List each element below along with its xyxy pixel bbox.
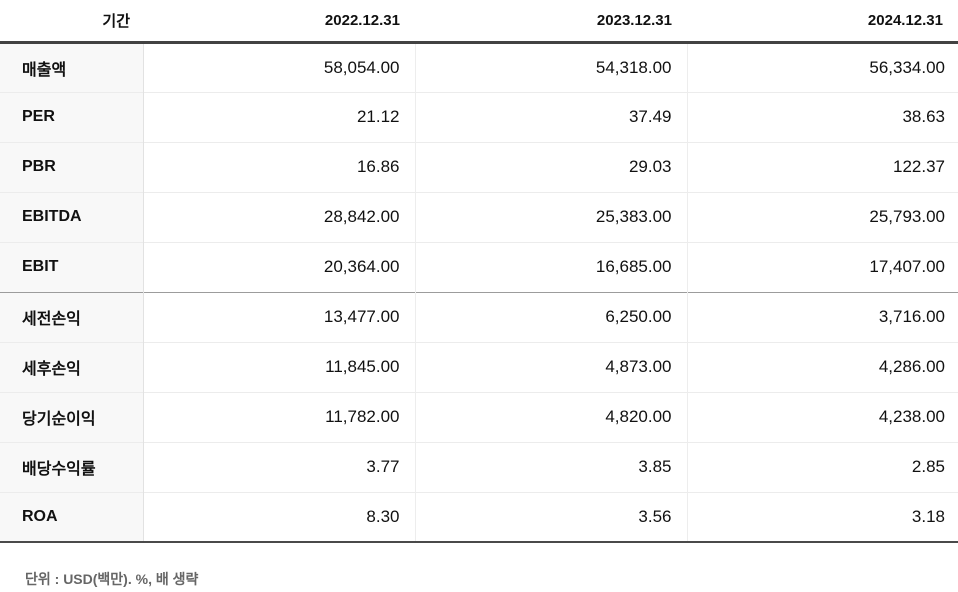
value-cell: 3,716.00 [687,292,958,342]
row-label: EBIT [0,242,144,292]
value-cell: 6,250.00 [415,292,688,342]
table-row-pbr: PBR 16.86 29.03 122.37 [0,142,958,192]
row-label: PBR [0,142,144,192]
row-label: EBITDA [0,192,144,242]
row-label: 세후손익 [0,342,144,392]
value-cell: 54,318.00 [415,42,688,92]
value-cell: 29.03 [415,142,688,192]
value-cell: 4,820.00 [415,392,688,442]
table-row-dividend-yield: 배당수익률 3.77 3.85 2.85 [0,442,958,492]
value-cell: 122.37 [687,142,958,192]
value-cell: 13,477.00 [143,292,416,342]
row-label: 매출액 [0,42,144,92]
value-cell: 4,238.00 [687,392,958,442]
value-cell: 16,685.00 [415,242,688,292]
table-row-revenue: 매출액 58,054.00 54,318.00 56,334.00 [0,42,958,92]
value-cell: 3.85 [415,442,688,492]
row-label: ROA [0,492,144,542]
value-cell: 28,842.00 [143,192,416,242]
header-row: 기간 2022.12.31 2023.12.31 2024.12.31 [0,0,958,44]
value-cell: 3.77 [143,442,416,492]
value-cell: 21.12 [143,92,416,142]
table-row-net-income: 당기순이익 11,782.00 4,820.00 4,238.00 [0,392,958,442]
value-cell: 11,782.00 [143,392,416,442]
value-cell: 56,334.00 [687,42,958,92]
table-row-ebit: EBIT 20,364.00 16,685.00 17,407.00 [0,242,958,292]
value-cell: 2.85 [687,442,958,492]
table-row-pretax-income: 세전손익 13,477.00 6,250.00 3,716.00 [0,292,958,342]
table-row-per: PER 21.12 37.49 38.63 [0,92,958,142]
value-cell: 3.56 [415,492,688,542]
header-date-2024: 2024.12.31 [687,0,958,44]
value-cell: 8.30 [143,492,416,542]
row-label: 배당수익률 [0,442,144,492]
value-cell: 17,407.00 [687,242,958,292]
value-cell: 38.63 [687,92,958,142]
value-cell: 4,286.00 [687,342,958,392]
row-label: PER [0,92,144,142]
table-body: 매출액 58,054.00 54,318.00 56,334.00 PER 21… [0,42,958,542]
table-header: 기간 2022.12.31 2023.12.31 2024.12.31 [0,0,958,44]
value-cell: 20,364.00 [143,242,416,292]
value-cell: 4,873.00 [415,342,688,392]
value-cell: 11,845.00 [143,342,416,392]
row-label: 당기순이익 [0,392,144,442]
header-period-label: 기간 [0,0,143,44]
value-cell: 37.49 [415,92,688,142]
unit-footnote: 단위 : USD(백만). %, 배 생략 [25,571,199,587]
table-row-roa: ROA 8.30 3.56 3.18 [0,492,958,542]
value-cell: 3.18 [687,492,958,542]
header-date-2023: 2023.12.31 [415,0,687,44]
value-cell: 25,383.00 [415,192,688,242]
header-date-2022: 2022.12.31 [143,0,415,44]
value-cell: 16.86 [143,142,416,192]
row-label: 세전손익 [0,292,144,342]
value-cell: 58,054.00 [143,42,416,92]
table-row-ebitda: EBITDA 28,842.00 25,383.00 25,793.00 [0,192,958,242]
financial-summary-table: 기간 2022.12.31 2023.12.31 2024.12.31 매출액 … [0,0,958,542]
value-cell: 25,793.00 [687,192,958,242]
table-row-aftertax-income: 세후손익 11,845.00 4,873.00 4,286.00 [0,342,958,392]
